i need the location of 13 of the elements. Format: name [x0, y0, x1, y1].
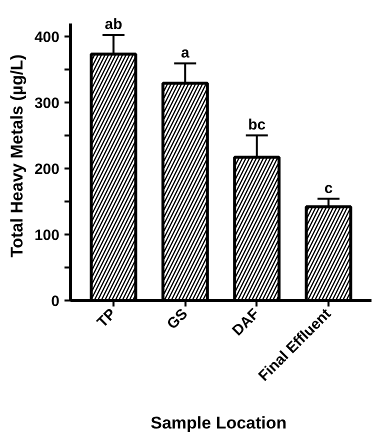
y-tick-label: 400 [34, 28, 60, 46]
annotation: a [180, 44, 190, 62]
annotation: bc [248, 116, 266, 134]
x-axis-title: Sample Location [150, 414, 287, 433]
y-tick-label: 300 [34, 94, 60, 112]
y-axis-title: Total Heavy Metals (µg/L) [7, 54, 26, 258]
y-tick-label: 100 [34, 226, 60, 244]
y-tick-label: 200 [34, 160, 60, 178]
x-tick-label: GS [164, 305, 192, 333]
annotation: ab [104, 16, 122, 34]
x-tick-label: TP [94, 305, 120, 332]
y-tick-label: 0 [51, 293, 60, 310]
annotation: c [324, 180, 333, 197]
